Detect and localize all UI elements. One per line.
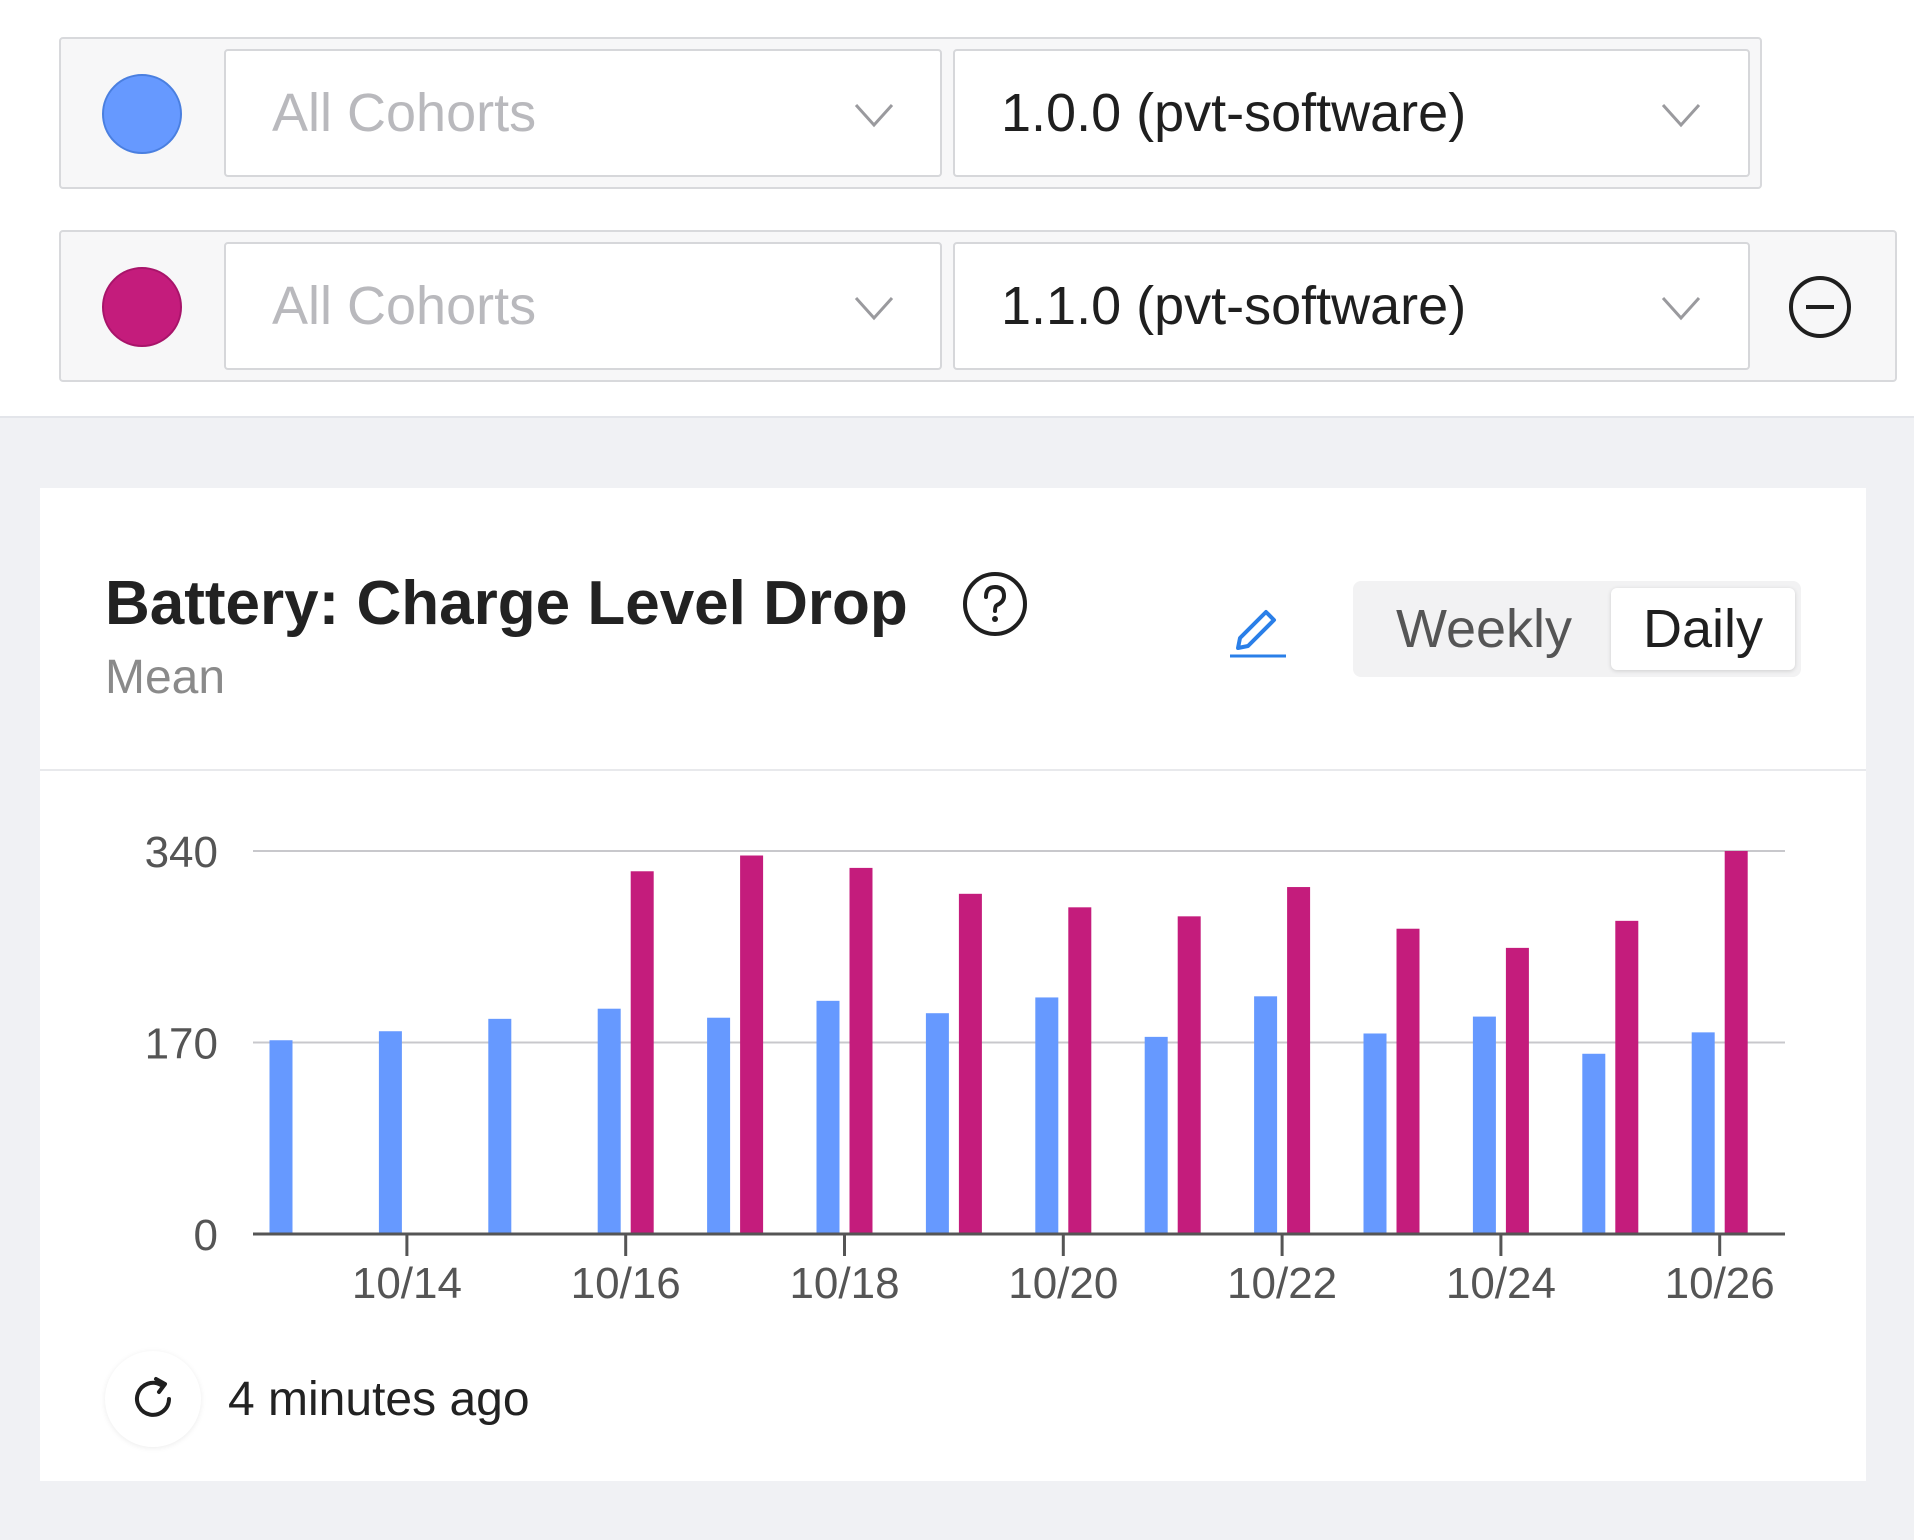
comparison-row-2: All Cohorts 1.1.0 (pvt-software) <box>59 230 1897 382</box>
chevron-down-icon <box>1661 296 1701 321</box>
bar-1-10-21[interactable] <box>1144 1036 1168 1234</box>
metric-card: Battery: Charge Level Drop Mean Weekly D… <box>40 488 1866 1481</box>
comparison-row-1: All Cohorts 1.0.0 (pvt-software) <box>59 37 1762 189</box>
version-select-1[interactable]: 1.0.0 (pvt-software) <box>953 49 1750 177</box>
y-tick-label: 0 <box>194 1211 218 1260</box>
cohort-select-value: All Cohorts <box>272 83 537 143</box>
bar-2-10-24[interactable] <box>1505 947 1529 1234</box>
bar-1-10-26[interactable] <box>1691 1032 1715 1234</box>
bar-2-10-16[interactable] <box>630 871 654 1234</box>
bar-1-10-16[interactable] <box>597 1008 621 1234</box>
chart-subtitle: Mean <box>105 651 226 704</box>
bar-2-10-25[interactable] <box>1615 920 1639 1234</box>
bar-2-10-22[interactable] <box>1287 887 1311 1234</box>
x-tick-label: 10/24 <box>1446 1259 1556 1308</box>
bar-1-10-18[interactable] <box>816 1000 840 1234</box>
bar-1-10-13[interactable] <box>269 1040 293 1234</box>
bar-2-10-26[interactable] <box>1724 851 1748 1234</box>
x-tick-label: 10/18 <box>789 1259 899 1308</box>
bar-1-10-15[interactable] <box>488 1018 512 1234</box>
card-divider <box>40 769 1866 771</box>
refresh-icon <box>135 1377 171 1417</box>
series-color-swatch-1 <box>102 74 182 154</box>
y-tick-label: 170 <box>145 1020 218 1069</box>
bar-2-10-20[interactable] <box>1068 907 1092 1234</box>
bar-1-10-24[interactable] <box>1472 1016 1496 1234</box>
bar-1-10-20[interactable] <box>1035 997 1059 1234</box>
bar-1-10-17[interactable] <box>707 1017 731 1234</box>
last-updated-text: 4 minutes ago <box>228 1373 530 1426</box>
bar-2-10-19[interactable] <box>958 893 982 1234</box>
remove-circle-icon[interactable] <box>1787 274 1853 340</box>
chevron-down-icon <box>854 296 894 321</box>
toggle-daily[interactable]: Daily <box>1611 588 1795 670</box>
bar-2-10-23[interactable] <box>1396 928 1420 1234</box>
version-select-value: 1.0.0 (pvt-software) <box>1001 83 1467 143</box>
y-tick-label: 340 <box>145 828 218 877</box>
chevron-down-icon <box>854 103 894 128</box>
bar-2-10-17[interactable] <box>740 855 764 1234</box>
edit-pencil-icon[interactable] <box>1226 594 1290 658</box>
bar-1-10-23[interactable] <box>1363 1033 1387 1234</box>
x-tick-label: 10/16 <box>571 1259 681 1308</box>
bar-1-10-25[interactable] <box>1582 1053 1606 1234</box>
series-color-swatch-2 <box>102 267 182 347</box>
bar-1-10-14[interactable] <box>378 1031 402 1234</box>
cohort-select-1[interactable]: All Cohorts <box>224 49 942 177</box>
chart-title: Battery: Charge Level Drop <box>105 569 908 638</box>
toggle-weekly[interactable]: Weekly <box>1395 599 1573 659</box>
period-toggle: Weekly Daily <box>1353 581 1801 677</box>
x-tick-label: 10/22 <box>1227 1259 1337 1308</box>
version-select-value: 1.1.0 (pvt-software) <box>1001 276 1467 336</box>
cohort-select-value: All Cohorts <box>272 276 537 336</box>
help-icon[interactable] <box>961 570 1029 638</box>
comparison-selector-panel: All Cohorts 1.0.0 (pvt-software) All Coh… <box>0 0 1914 418</box>
bar-2-10-21[interactable] <box>1177 916 1201 1234</box>
bar-1-10-19[interactable] <box>925 1013 949 1234</box>
version-select-2[interactable]: 1.1.0 (pvt-software) <box>953 242 1750 370</box>
bar-2-10-18[interactable] <box>849 867 873 1234</box>
refresh-button[interactable] <box>105 1351 201 1447</box>
x-tick-label: 10/20 <box>1008 1259 1118 1308</box>
chevron-down-icon <box>1661 103 1701 128</box>
bar-chart: 0 170 340 10/14 10/16 10/18 10/20 10/22 10/24 10/… <box>145 828 1785 1308</box>
cohort-select-2[interactable]: All Cohorts <box>224 242 942 370</box>
x-tick-label: 10/26 <box>1665 1259 1775 1308</box>
x-tick-label: 10/14 <box>352 1259 462 1308</box>
bar-1-10-22[interactable] <box>1254 996 1278 1234</box>
